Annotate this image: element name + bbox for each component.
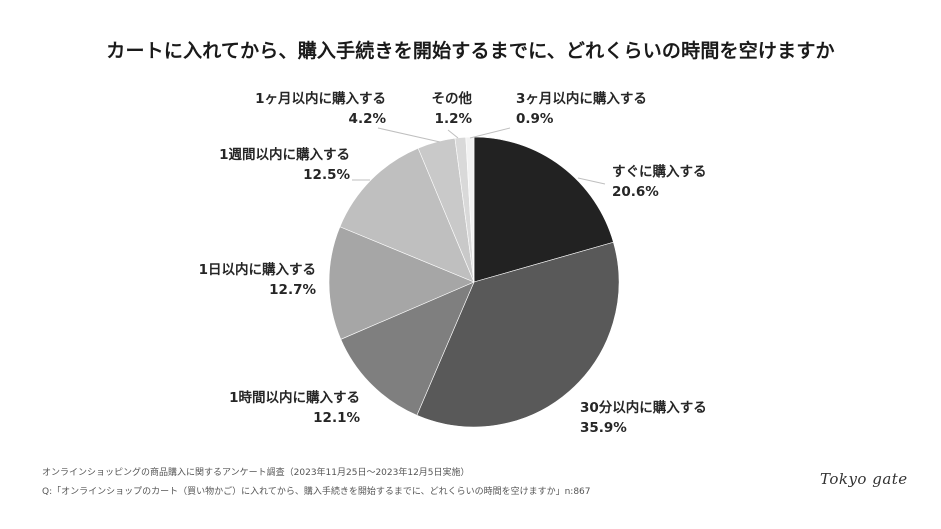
label-1day: 1日以内に購入する 12.7% (198, 262, 316, 298)
pie-slice (328, 226, 475, 340)
label-3month: 3ヶ月以内に購入する 0.9% (516, 91, 647, 127)
survey-note: オンラインショッピングの商品購入に関するアンケート調査（2023年11月25日〜… (42, 468, 470, 478)
pie-slice (473, 136, 614, 283)
pie-slice (416, 241, 620, 428)
pie-slice (340, 281, 475, 416)
leader-line-3month (469, 127, 511, 139)
pie-slices (328, 136, 620, 428)
label-immediately: すぐに購入する 20.6% (612, 164, 707, 200)
pie-slice (339, 147, 475, 283)
question-note: Q:「オンラインショップのカート（買い物かご）に入れてから、購入手続きを開始する… (42, 487, 591, 497)
label-30min: 30分以内に購入する 35.9% (580, 400, 707, 436)
label-other: その他 1.2% (431, 91, 473, 127)
leader-line-other (447, 129, 459, 139)
label-1week: 1週間以内に購入する 12.5% (219, 147, 350, 183)
label-1month: 1ヶ月以内に購入する 4.2% (255, 91, 386, 127)
leader-line-1month (377, 127, 441, 143)
brand-logo: Tokyo gate (820, 470, 908, 488)
label-1hour: 1時間以内に購入する 12.1% (229, 390, 360, 426)
leader-lines (352, 127, 606, 185)
chart-title: カートに入れてから、購入手続きを開始するまでに、どれくらいの時間を空けますか (106, 40, 835, 62)
leader-line-immediately (577, 177, 606, 185)
